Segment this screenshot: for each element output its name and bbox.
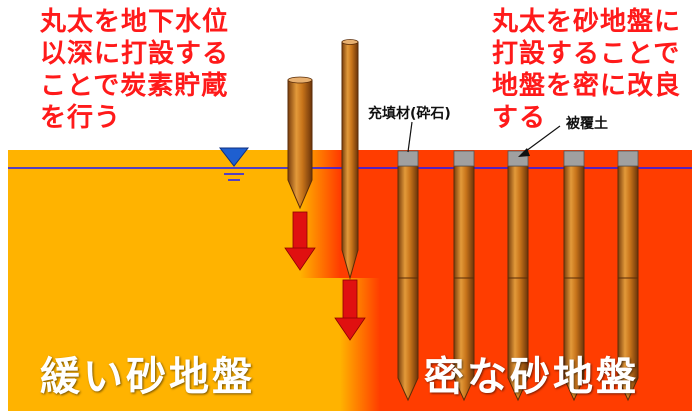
loose-sand-label: 緩い砂地盤 <box>40 354 255 400</box>
installed-log-1 <box>397 150 419 402</box>
installed-log-5 <box>617 150 639 402</box>
fill-material-leader <box>407 121 413 153</box>
installed-log-3 <box>507 150 529 402</box>
water-level-icon <box>218 147 250 181</box>
ground-improvement-caption: 丸太を砂地盤に 打設することで 地盤を密に改良 する <box>492 7 682 133</box>
dense-sand-lower <box>380 278 692 411</box>
drive-arrow-1 <box>284 211 316 271</box>
cover-soil-label: 被覆土 <box>566 116 608 132</box>
fill-material-label: 充填材(砕石) <box>368 106 451 122</box>
cover-soil-leader <box>518 125 561 157</box>
installed-log-4 <box>563 150 585 402</box>
driving-log-2 <box>341 39 359 280</box>
dense-sand-label: 密な砂地盤 <box>424 354 639 400</box>
installed-log-2 <box>453 150 475 402</box>
drive-arrow-2 <box>334 279 366 341</box>
driving-log-1 <box>287 76 313 210</box>
carbon-storage-caption: 丸太を地下水位 以深に打設する ことで炭素貯蔵 を行う <box>40 7 230 133</box>
